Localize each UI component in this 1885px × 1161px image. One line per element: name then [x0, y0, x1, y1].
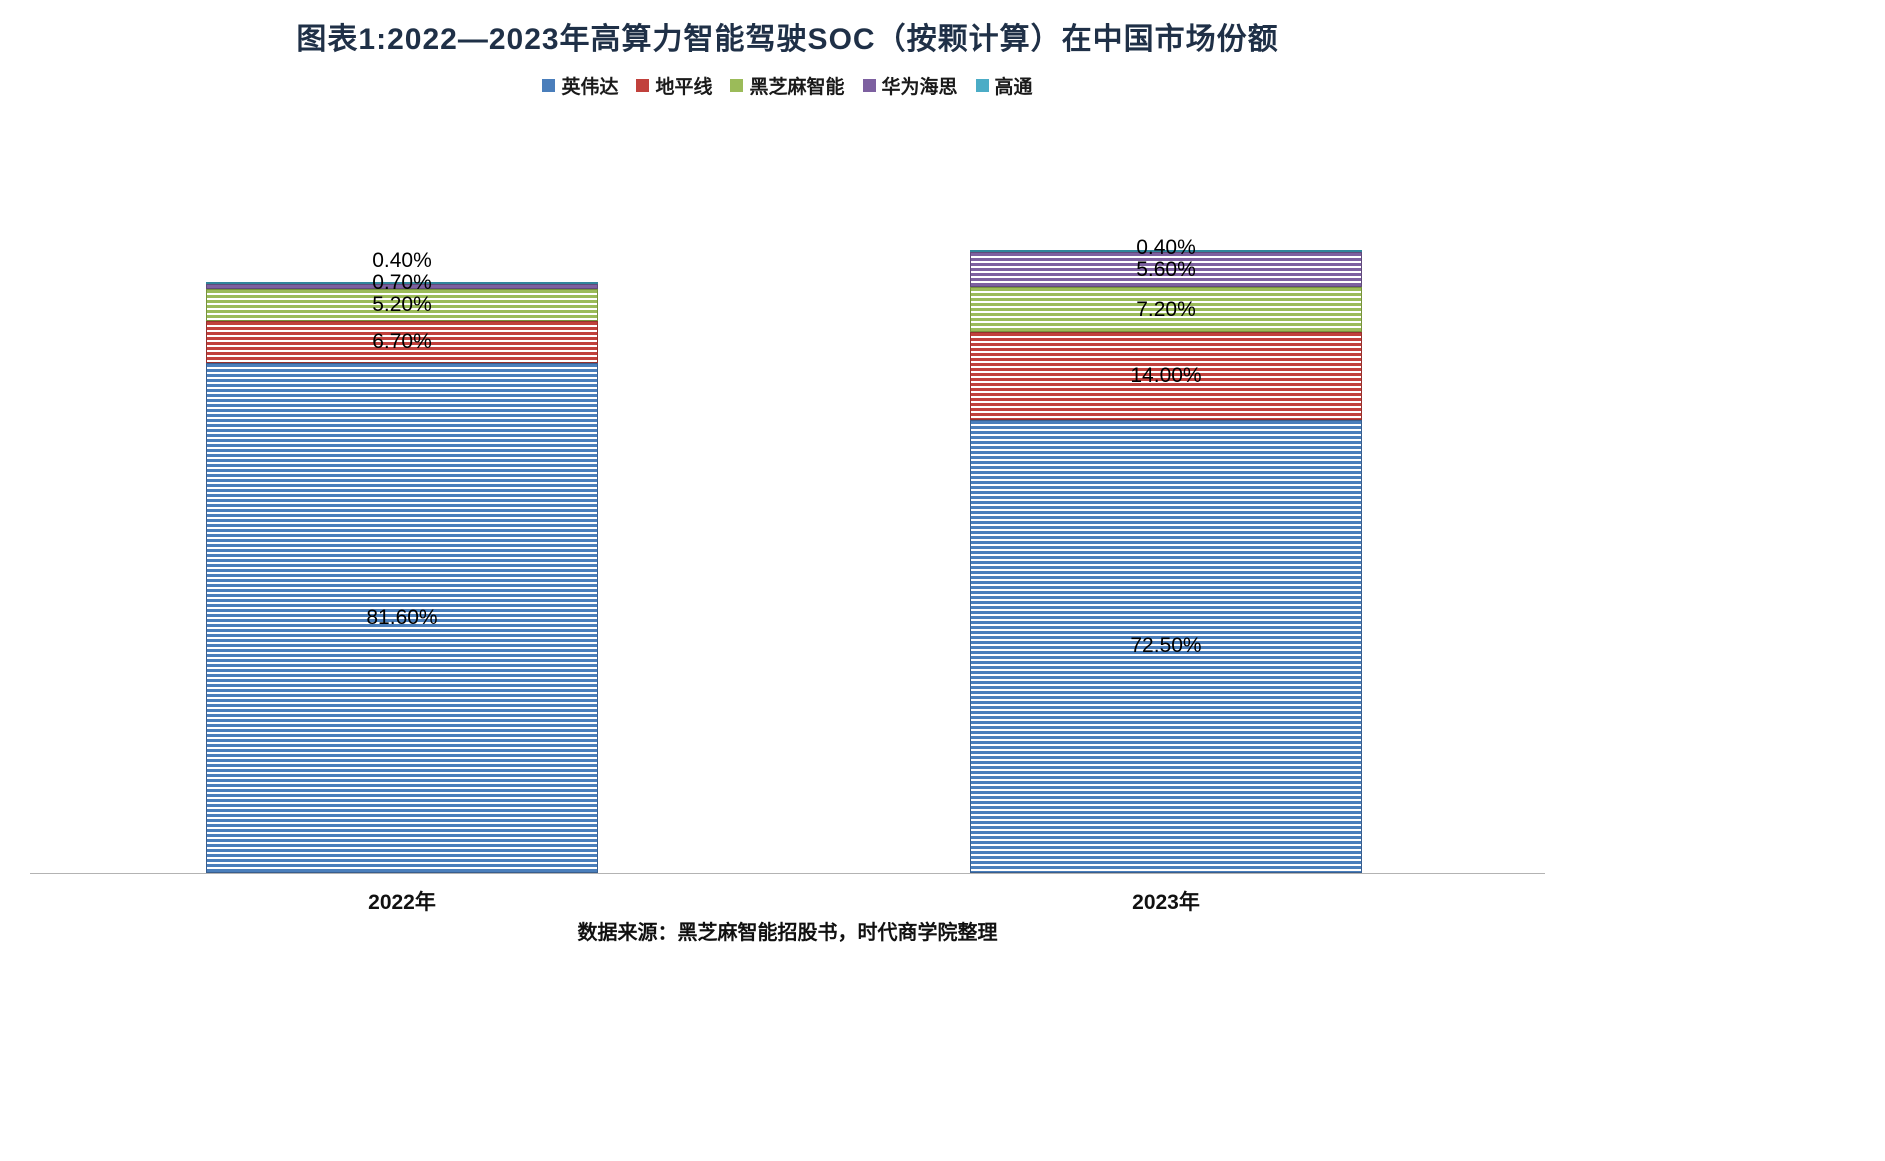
- data-label: 0.70%: [372, 270, 432, 294]
- bar-segment-1: [206, 321, 598, 363]
- bar-segment-0: [970, 419, 1362, 873]
- legend-swatch-icon: [862, 79, 876, 92]
- chart-content: 图表1:2022—2023年高算力智能驾驶SOC（按颗计算）在中国市场份额 英伟…: [0, 23, 1575, 944]
- data-label: 81.60%: [366, 606, 438, 629]
- bar-segment-2: [970, 287, 1362, 333]
- bar-segment-3: [970, 252, 1362, 288]
- legend-swatch-icon: [975, 79, 989, 92]
- bar-segment-4: [970, 249, 1362, 253]
- legend-item-nvidia: 英伟达: [542, 72, 618, 99]
- data-label: 14.00%: [1130, 364, 1202, 388]
- legend-label: 华为海思: [881, 77, 958, 98]
- bar-segment-2: [206, 288, 598, 322]
- x-axis-label: 2023年: [1132, 891, 1200, 914]
- legend-label: 地平线: [655, 77, 713, 98]
- legend-label: 英伟达: [561, 77, 619, 98]
- legend-swatch-icon: [730, 79, 744, 92]
- bar-segment-3: [206, 284, 598, 289]
- legend-item-blacksesame: 黑芝麻智能: [730, 72, 845, 99]
- legend-swatch-icon: [636, 79, 650, 92]
- data-label: 72.50%: [1130, 634, 1202, 658]
- bar-segment-0: [206, 363, 598, 873]
- source-note: 数据来源：黑芝麻智能招股书，时代商学院整理: [577, 922, 998, 944]
- legend-item-qualcomm: 高通: [975, 72, 1033, 99]
- data-label: 5.20%: [372, 292, 432, 316]
- plot-area: 81.60% 6.70% 5.20% 0.70% 0.40% 2022年 72.50% 14.…: [30, 236, 1545, 914]
- data-label: 0.40%: [1136, 235, 1196, 259]
- chart-title: 图表1:2022—2023年高算力智能驾驶SOC（按颗计算）在中国市场份额: [296, 23, 1279, 56]
- legend-item-horizon: 地平线: [636, 72, 712, 99]
- data-label: 5.60%: [1136, 257, 1196, 281]
- legend-label: 黑芝麻智能: [749, 77, 845, 98]
- legend-label: 高通: [994, 77, 1033, 98]
- legend-item-hisilicon: 华为海思: [862, 72, 958, 99]
- legend-swatch-icon: [542, 79, 556, 92]
- bar-segment-4: [206, 281, 598, 285]
- bar-2023: [970, 249, 1362, 873]
- data-label: 0.40%: [372, 248, 432, 272]
- bar-2022: [206, 281, 598, 873]
- bar-segment-1: [970, 332, 1362, 420]
- legend: 英伟达 地平线 黑芝麻智能 华为海思 高通: [0, 72, 1575, 99]
- data-label: 6.70%: [372, 330, 432, 354]
- data-label: 7.20%: [1136, 297, 1196, 321]
- x-axis-label: 2022年: [368, 891, 436, 914]
